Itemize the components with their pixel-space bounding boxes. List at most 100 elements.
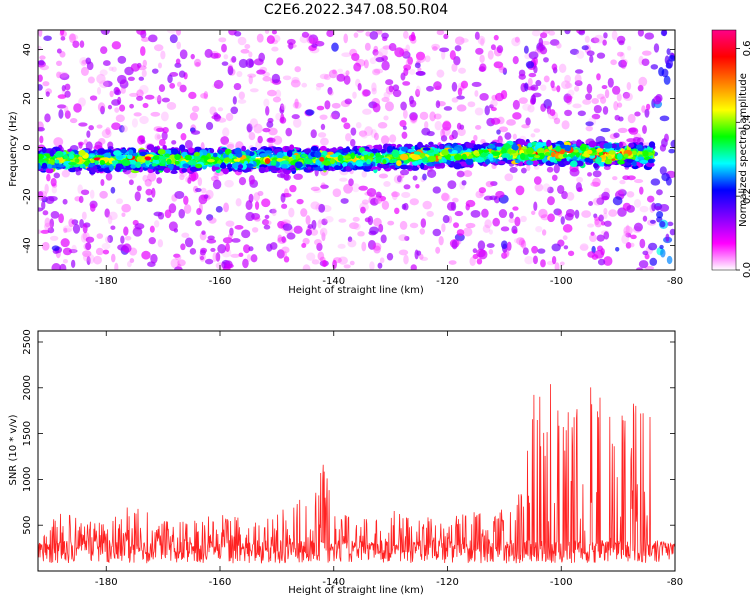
spectrogram-speckle xyxy=(319,114,328,120)
spectrogram-speckle xyxy=(221,43,227,53)
spectrogram-band-cell xyxy=(603,142,613,149)
spectrogram-speckle xyxy=(352,216,360,222)
spectrogram-speckle xyxy=(520,215,527,223)
spectrogram-band-cell xyxy=(647,158,654,164)
spectrogram-speckle xyxy=(625,232,632,238)
spectrogram-speckle xyxy=(531,245,539,254)
spectrogram-speckle xyxy=(263,224,271,230)
spectrogram-speckle xyxy=(109,90,114,98)
spectrogram-band-cell xyxy=(575,160,584,167)
spectrogram-band-cell xyxy=(503,143,511,150)
spectrogram-speckle xyxy=(512,112,522,120)
spectrogram-band-cell xyxy=(174,160,180,165)
spectrogram-speckle xyxy=(282,223,293,231)
spectrogram-speckle xyxy=(141,37,150,42)
snr-x-tick-label: -80 xyxy=(667,577,683,588)
spectrogram-speckle xyxy=(248,174,255,185)
spectrogram-speckle xyxy=(358,130,368,137)
spectrogram-speckle xyxy=(394,47,405,58)
spectrogram-speckle xyxy=(156,94,162,105)
spectrogram-speckle xyxy=(45,195,55,204)
spectrogram-speckle xyxy=(213,79,224,89)
spectrogram-speckle xyxy=(644,32,655,40)
spectrogram-band-cell xyxy=(497,160,506,164)
spectrogram-band-cell xyxy=(399,153,409,161)
spectrogram-speckle xyxy=(181,232,190,238)
spectrogram-speckle xyxy=(663,133,669,143)
spectrogram-speckle xyxy=(488,229,493,235)
spectrogram-speckle xyxy=(525,60,535,69)
spectrogram-band-cell xyxy=(207,158,215,163)
spectrogram-speckle xyxy=(459,85,465,91)
spectrogram-speckle xyxy=(184,237,194,248)
snr-x-tick-label: -180 xyxy=(95,577,118,588)
spectrogram-band-cell xyxy=(372,144,382,149)
spectrogram-speckle xyxy=(356,30,365,33)
spectrogram-speckle xyxy=(478,187,487,194)
spectrogram-speckle xyxy=(593,213,598,219)
spectrogram-speckle xyxy=(206,238,217,244)
spectrogram-speckle xyxy=(64,228,72,233)
spectrogram-speckle xyxy=(485,180,494,188)
spectrogram-speckle xyxy=(72,40,80,48)
spectrogram-speckle xyxy=(145,188,153,196)
spectrogram-speckle xyxy=(506,119,516,126)
spectrogram-speckle xyxy=(432,228,442,237)
spectrogram-speckle xyxy=(361,133,368,139)
spectrogram-speckle xyxy=(633,198,642,208)
spectrogram-speckle xyxy=(242,258,249,269)
spectrogram-speckle xyxy=(512,206,519,211)
spectrogram-speckle xyxy=(549,39,560,46)
spectrogram-speckle xyxy=(38,126,45,132)
spectrogram-speckle xyxy=(590,37,600,44)
spectrogram-speckle xyxy=(296,198,304,205)
spectrogram-speckle xyxy=(38,190,48,200)
spectrogram-speckle xyxy=(626,82,632,91)
spectrogram-speckle xyxy=(229,227,234,236)
spectrogram-speckle xyxy=(180,133,187,141)
spectrogram-speckle xyxy=(634,179,644,184)
spectrogram-speckle xyxy=(124,235,132,241)
spectrogram-speckle xyxy=(41,200,46,210)
spectrogram-band-cell xyxy=(484,158,491,165)
spectrogram-band-cell xyxy=(416,141,423,149)
spectrogram-speckle xyxy=(269,242,278,250)
spectrogram-band-cell xyxy=(519,152,526,160)
spectrogram-speckle xyxy=(64,105,69,114)
spectrogram-speckle xyxy=(80,189,90,196)
spectrogram-speckle xyxy=(479,93,489,101)
spectrogram-speckle xyxy=(589,55,594,63)
spectrogram-speckle xyxy=(243,244,251,254)
spectrogram-speckle xyxy=(167,74,173,84)
spectrogram-speckle xyxy=(345,133,352,142)
spectrogram-speckle xyxy=(227,64,234,71)
spectrogram-speckle xyxy=(62,225,73,233)
spectrogram-speckle xyxy=(266,35,275,44)
spectrogram-speckle xyxy=(593,216,600,221)
spectrogram-speckle xyxy=(271,30,277,35)
spectrogram-band-cell xyxy=(290,168,297,172)
spectrogram-speckle xyxy=(271,207,277,217)
spectrogram-speckle xyxy=(514,36,520,43)
spectrogram-band-cell xyxy=(628,142,635,148)
spectrogram-speckle xyxy=(322,259,327,268)
spectrogram-speckle xyxy=(604,220,612,227)
spectrogram-speckle xyxy=(285,127,293,137)
spectrogram-band-cell xyxy=(238,164,244,170)
spectrogram-speckle xyxy=(177,259,186,267)
spectrogram-band-cell xyxy=(345,166,351,172)
spectrogram-speckle xyxy=(201,230,206,235)
spectrogram-speckle xyxy=(402,109,408,119)
spectrogram-speckle xyxy=(341,52,352,58)
spectrogram-speckle xyxy=(276,57,284,66)
spectrogram-y-tick-label: 20 xyxy=(22,92,33,105)
spectrogram-speckle xyxy=(73,103,82,113)
spectrogram-band-cell xyxy=(564,144,572,152)
spectrogram-band-cell xyxy=(575,151,580,158)
spectrogram-speckle xyxy=(372,242,382,251)
spectrogram-speckle xyxy=(310,37,320,46)
spectrogram-speckle xyxy=(38,229,42,234)
spectrogram-speckle xyxy=(281,236,286,243)
spectrogram-speckle xyxy=(102,249,110,255)
spectrogram-speckle xyxy=(310,201,320,210)
